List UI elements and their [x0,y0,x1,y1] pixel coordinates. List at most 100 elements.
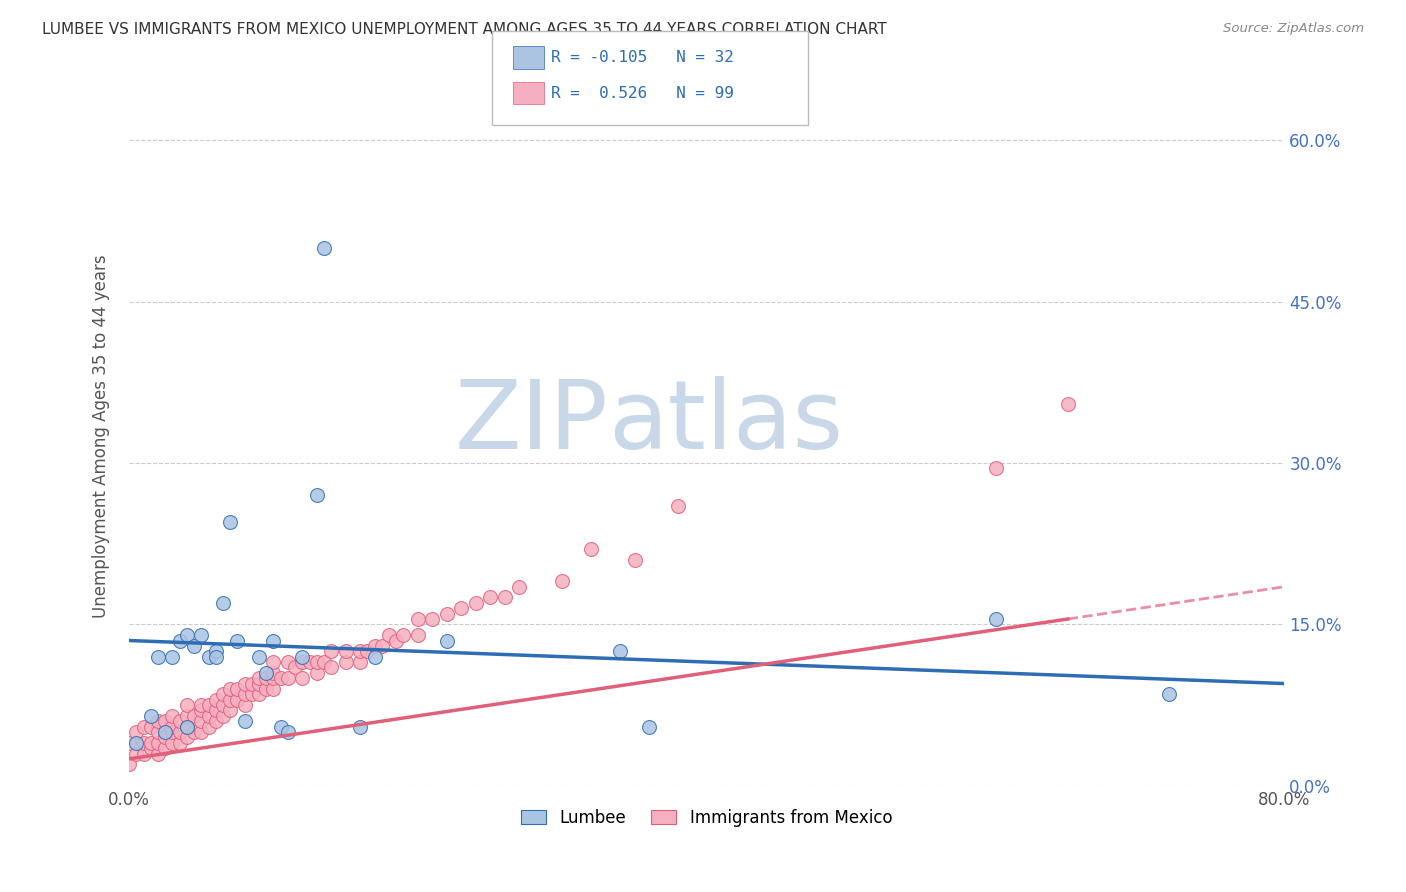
Point [666,499,689,513]
Point [305,488,328,502]
Point [312,241,335,255]
Point [263,671,285,685]
Point [392,628,415,642]
Point [204,644,226,658]
Point [176,720,198,734]
Point [406,628,429,642]
Point [233,698,256,712]
Point [146,649,169,664]
Point [204,714,226,729]
Point [146,714,169,729]
Point [579,542,602,557]
Point [270,671,292,685]
Text: atlas: atlas [609,376,844,468]
Point [162,725,184,739]
Point [479,591,502,605]
Point [162,709,184,723]
Point [197,720,219,734]
Point [118,757,141,772]
Point [277,725,299,739]
Point [363,639,385,653]
Point [169,714,191,729]
Point [277,671,299,685]
Text: R =  0.526   N = 99: R = 0.526 N = 99 [551,86,734,101]
Point [153,725,176,739]
Point [638,720,661,734]
Point [176,698,198,712]
Point [197,709,219,723]
Point [422,612,444,626]
Point [233,687,256,701]
Point [385,633,408,648]
Point [247,676,270,690]
Point [551,574,574,589]
Point [349,655,371,669]
Point [335,644,357,658]
Point [118,736,141,750]
Point [139,720,162,734]
Point [183,709,205,723]
Point [254,671,277,685]
Point [240,687,263,701]
Point [436,607,458,621]
Point [183,725,205,739]
Point [1056,397,1078,411]
Point [240,676,263,690]
Point [212,698,235,712]
Point [176,731,198,745]
Point [219,692,242,706]
Point [436,633,458,648]
Point [263,665,285,680]
Legend: Lumbee, Immigrants from Mexico: Lumbee, Immigrants from Mexico [515,802,898,833]
Text: R = -0.105   N = 32: R = -0.105 N = 32 [551,50,734,65]
Point [162,720,184,734]
Point [219,703,242,717]
Point [162,649,184,664]
Y-axis label: Unemployment Among Ages 35 to 44 years: Unemployment Among Ages 35 to 44 years [93,254,110,618]
Point [623,553,645,567]
Point [371,639,394,653]
Text: LUMBEE VS IMMIGRANTS FROM MEXICO UNEMPLOYMENT AMONG AGES 35 TO 44 YEARS CORRELAT: LUMBEE VS IMMIGRANTS FROM MEXICO UNEMPLO… [42,22,887,37]
Point [335,655,357,669]
Point [169,725,191,739]
Point [291,671,314,685]
Point [176,720,198,734]
Point [312,655,335,669]
Point [132,720,155,734]
Point [190,703,212,717]
Point [190,725,212,739]
Point [406,612,429,626]
Point [984,461,1007,475]
Point [197,698,219,712]
Point [146,747,169,761]
Point [233,714,256,729]
Point [139,741,162,756]
Point [125,747,148,761]
Point [450,601,472,615]
Point [153,741,176,756]
Point [349,644,371,658]
Point [284,660,307,674]
Point [176,709,198,723]
Point [254,681,277,696]
Point [494,591,516,605]
Point [212,687,235,701]
Point [139,709,162,723]
Point [356,644,378,658]
Point [609,644,631,658]
Point [291,655,314,669]
Point [190,698,212,712]
Point [204,649,226,664]
Point [204,703,226,717]
Point [378,628,401,642]
Point [984,612,1007,626]
Point [349,720,371,734]
Point [219,681,242,696]
Point [277,655,299,669]
Point [190,714,212,729]
Point [219,515,242,529]
Point [226,633,249,648]
Point [298,655,321,669]
Point [204,692,226,706]
Point [226,692,249,706]
